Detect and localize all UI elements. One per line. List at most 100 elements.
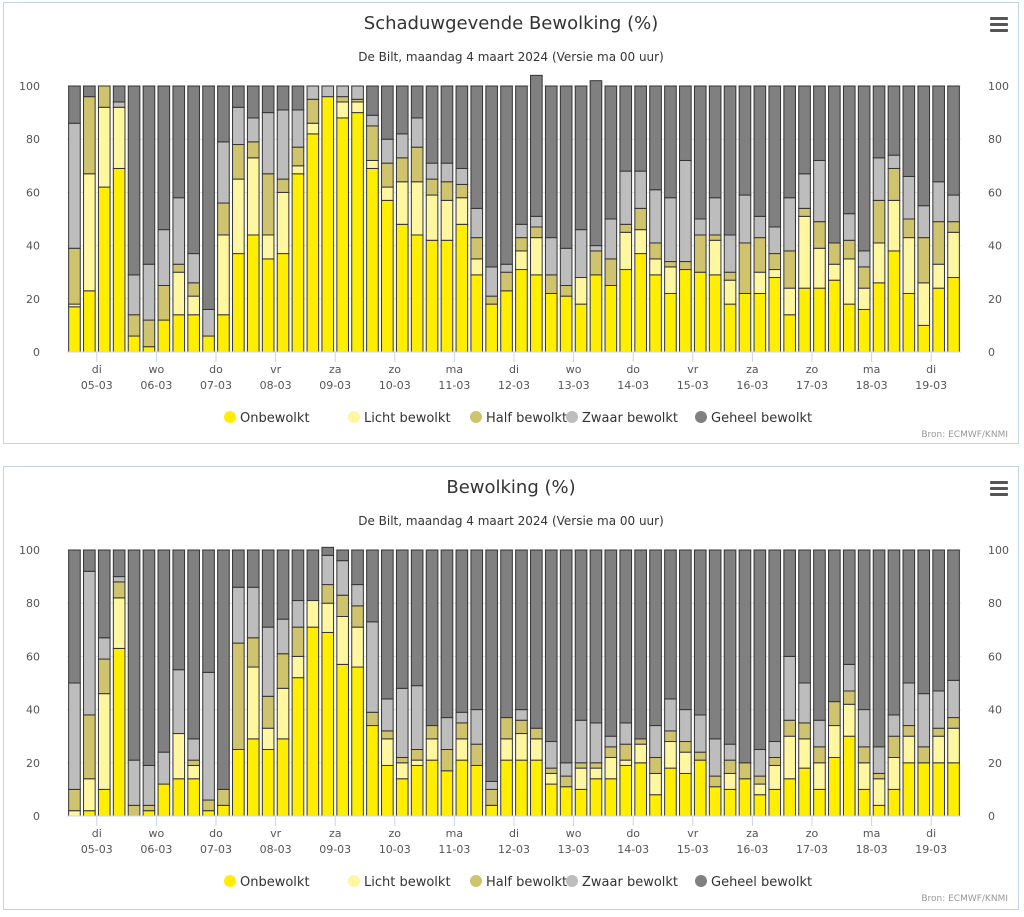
x-tick-label-date: 08-03	[260, 379, 292, 392]
bar-segment-zwaar-bewolkt	[395, 133, 409, 159]
bar-segment-licht-bewolkt	[336, 616, 349, 665]
bar-segment-half-bewolkt	[425, 725, 439, 740]
bar-segment-onbewolkt	[68, 306, 81, 353]
legend-item[interactable]: Zwaar bewolkt	[566, 875, 678, 890]
x-tick-label-day: do	[209, 827, 223, 840]
legend-label[interactable]: Geheel bewolkt	[711, 875, 812, 890]
bar-segment-onbewolkt	[917, 762, 931, 817]
bar-segment-half-bewolkt	[395, 756, 409, 764]
bar-segment-half-bewolkt	[470, 743, 484, 766]
bar-segment-zwaar-bewolkt	[768, 226, 782, 255]
y-tick-label-right: 100	[988, 80, 1009, 93]
bar-segment-zwaar-bewolkt	[708, 197, 722, 236]
bar-segment-onbewolkt	[291, 173, 305, 353]
bar-segment-half-bewolkt	[336, 594, 349, 618]
legend-item[interactable]: Half bewolkt	[470, 411, 567, 426]
bar-segment-half-bewolkt	[753, 775, 767, 785]
bar-segment-licht-bewolkt	[515, 733, 528, 761]
legend-item[interactable]: Geheel bewolkt	[695, 411, 812, 426]
legend-item[interactable]: Half bewolkt	[470, 875, 567, 890]
bar-segment-licht-bewolkt	[798, 738, 811, 769]
bar-segment-half-bewolkt	[500, 717, 513, 740]
bar-segment-geheel-bewolkt	[679, 549, 692, 711]
bar-segment-geheel-bewolkt	[679, 85, 692, 161]
bar-segment-onbewolkt	[783, 314, 796, 353]
bar-segment-geheel-bewolkt	[142, 549, 156, 766]
legend-item[interactable]: Licht bewolkt	[348, 875, 451, 890]
bar-segment-geheel-bewolkt	[604, 85, 618, 220]
bar-segment-onbewolkt	[559, 295, 573, 353]
bar-segment-zwaar-bewolkt	[97, 637, 111, 660]
legend-item[interactable]: Onbewolkt	[224, 411, 310, 426]
bar-segment-onbewolkt	[321, 631, 335, 817]
legend-label[interactable]: Licht bewolkt	[364, 411, 451, 426]
bar-segment-half-bewolkt	[798, 207, 811, 217]
x-tick-label-date: 12-03	[498, 379, 530, 392]
legend-label[interactable]: Half bewolkt	[486, 411, 567, 426]
bar-segment-licht-bewolkt	[395, 181, 409, 225]
bar-segment-onbewolkt	[246, 234, 260, 353]
bar-segment-half-bewolkt	[813, 746, 826, 764]
bar-segment-onbewolkt	[187, 314, 200, 353]
legend-label[interactable]: Half bewolkt	[486, 875, 567, 890]
legend-item[interactable]: Onbewolkt	[224, 875, 310, 890]
bar-segment-half-bewolkt	[261, 173, 275, 236]
bar-segment-zwaar-bewolkt	[708, 738, 722, 777]
bar-segment-zwaar-bewolkt	[887, 154, 901, 169]
bar-segment-licht-bewolkt	[902, 237, 916, 294]
bar-segment-geheel-bewolkt	[619, 549, 633, 724]
x-tick-label-date: 08-03	[260, 843, 292, 856]
bar-segment-onbewolkt	[306, 133, 320, 353]
bar-segment-half-bewolkt	[604, 746, 618, 758]
bar-segment-half-bewolkt	[708, 775, 722, 788]
legend-item[interactable]: Geheel bewolkt	[695, 875, 812, 890]
legend-label[interactable]: Geheel bewolkt	[711, 411, 812, 426]
bar-segment-half-bewolkt	[142, 804, 156, 812]
bar-segment-licht-bewolkt	[515, 250, 528, 271]
bar-segment-half-bewolkt	[500, 271, 513, 292]
bar-segment-zwaar-bewolkt	[574, 229, 588, 279]
bar-segment-licht-bewolkt	[798, 215, 811, 289]
bar-segment-licht-bewolkt	[425, 194, 439, 241]
y-tick-label-right: 100	[988, 544, 1009, 557]
bar-segment-licht-bewolkt	[246, 666, 260, 740]
bar-segment-licht-bewolkt	[842, 258, 856, 305]
bar-segment-half-bewolkt	[440, 181, 454, 201]
legend-item[interactable]: Zwaar bewolkt	[566, 411, 678, 426]
y-tick-label-right: 0	[988, 346, 995, 359]
legend-item[interactable]: Licht bewolkt	[348, 411, 451, 426]
bar-segment-onbewolkt	[455, 759, 469, 817]
bar-segment-licht-bewolkt	[828, 725, 841, 758]
bar-segment-half-bewolkt	[947, 717, 960, 729]
bar-segment-half-bewolkt	[723, 759, 737, 774]
bar-segment-geheel-bewolkt	[753, 85, 767, 217]
legend-label[interactable]: Onbewolkt	[240, 411, 310, 426]
legend-label[interactable]: Zwaar bewolkt	[582, 411, 678, 426]
x-tick-label-day: zo	[806, 363, 819, 376]
hamburger-menu-icon[interactable]	[990, 17, 1008, 33]
bar-segment-zwaar-bewolkt	[351, 85, 364, 100]
bar-segment-half-bewolkt	[381, 162, 394, 188]
bar-segment-zwaar-bewolkt	[306, 85, 320, 100]
bar-segment-zwaar-bewolkt	[395, 687, 409, 758]
bar-segment-geheel-bewolkt	[574, 549, 588, 721]
y-tick-label-right: 60	[988, 650, 1002, 663]
hamburger-menu-icon[interactable]	[990, 481, 1008, 497]
bar-segment-half-bewolkt	[649, 756, 662, 774]
bar-segment-zwaar-bewolkt	[544, 237, 558, 276]
legend-label[interactable]: Onbewolkt	[240, 875, 310, 890]
bar-segment-licht-bewolkt	[664, 266, 677, 294]
bar-segment-zwaar-bewolkt	[693, 218, 707, 236]
bar-segment-licht-bewolkt	[83, 173, 96, 292]
legend-label[interactable]: Zwaar bewolkt	[582, 875, 678, 890]
bar-segment-onbewolkt	[366, 725, 379, 817]
bar-segment-half-bewolkt	[679, 741, 692, 753]
bar-segment-licht-bewolkt	[381, 738, 394, 766]
bar-segment-onbewolkt	[425, 239, 439, 353]
x-tick-label-date: 07-03	[200, 843, 232, 856]
legend-label[interactable]: Licht bewolkt	[364, 875, 451, 890]
bar-segment-half-bewolkt	[515, 719, 528, 735]
bar-segment-geheel-bewolkt	[395, 549, 409, 689]
bar-segment-onbewolkt	[872, 282, 886, 353]
bar-segment-licht-bewolkt	[366, 159, 379, 169]
